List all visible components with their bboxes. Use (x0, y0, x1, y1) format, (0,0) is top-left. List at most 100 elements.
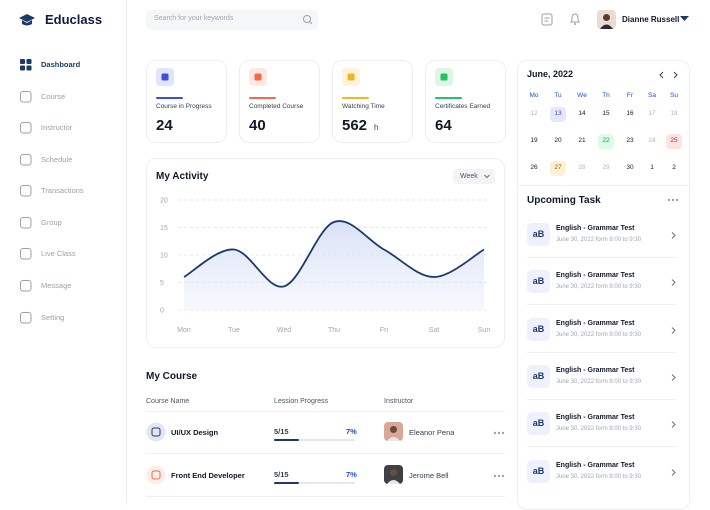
bell-icon[interactable] (569, 12, 581, 26)
period-label[interactable]: Week (460, 173, 478, 180)
task-badge: aB (532, 418, 545, 429)
calendar-nav[interactable] (659, 71, 681, 79)
menu-item[interactable]: Setting (41, 313, 65, 322)
day[interactable]: 26 (530, 164, 538, 171)
day[interactable]: 18 (670, 110, 678, 117)
course-percent: 7% (346, 427, 357, 436)
day[interactable]: 1 (650, 164, 654, 171)
y-tick-label: 10 (160, 253, 168, 260)
activity-chart: 0 5 10 15 20 Mon Tue Wed Thu Fri Sat Sun (160, 198, 490, 335)
task-badge: aB (532, 323, 545, 334)
task-badge: aB (532, 370, 545, 381)
day[interactable]: 15 (602, 110, 610, 117)
activity-line (183, 220, 485, 288)
task-divider (527, 398, 677, 400)
day[interactable]: 19 (530, 137, 538, 144)
x-tick-label: Fri (380, 327, 389, 334)
menu-item[interactable]: Transactions (41, 186, 84, 195)
task-chevron[interactable] (671, 421, 676, 429)
task-chevron[interactable] (671, 374, 676, 381)
task-chevron[interactable] (671, 232, 676, 239)
task-chevron[interactable] (671, 326, 676, 334)
day[interactable]: 29 (602, 164, 610, 171)
weekday: Mo (529, 92, 539, 99)
column-header: Lession Progress (274, 398, 329, 405)
task-menu[interactable] (667, 198, 679, 202)
user-caret[interactable] (680, 16, 689, 22)
day[interactable]: 14 (578, 110, 586, 117)
day[interactable]: 22 (602, 137, 610, 144)
logo-icon (19, 14, 35, 26)
menu-icon[interactable] (20, 122, 32, 134)
menu-item[interactable]: Message (41, 281, 72, 290)
course-name: Front End Developer (171, 471, 245, 480)
x-tick-label: Thu (328, 327, 340, 334)
x-tick-label: Sat (429, 327, 440, 334)
weekday: Sa (648, 92, 656, 99)
day[interactable]: 30 (626, 164, 634, 171)
activity-title: My Activity (156, 171, 209, 182)
day[interactable]: 27 (554, 164, 562, 171)
menu-icon[interactable] (20, 217, 32, 229)
user-name[interactable]: Dianne Russell (622, 15, 680, 24)
task-chevron[interactable] (671, 468, 676, 476)
menu-item[interactable]: Course (41, 92, 66, 101)
course-progress: 5/15 (274, 470, 289, 479)
task-badge-bg (527, 317, 550, 341)
weekday: We (577, 92, 587, 99)
day[interactable]: 2 (672, 164, 676, 171)
menu-icon[interactable] (20, 59, 32, 71)
day[interactable]: 24 (648, 137, 656, 144)
day[interactable]: 16 (626, 110, 634, 117)
task-divider (527, 304, 677, 306)
course-percent: 7% (346, 470, 357, 479)
task-badge-bg (527, 459, 550, 483)
menu-icon[interactable] (20, 280, 32, 292)
task-time: June 30, 2022 form 8:00 to 9:30 (556, 331, 642, 338)
stat-label: Watching Time (342, 103, 385, 110)
day[interactable]: 28 (578, 164, 586, 171)
stat-label: Certificates Earned (435, 103, 491, 110)
task-badge-bg (527, 223, 550, 246)
task-badge: aB (532, 276, 545, 287)
task-name[interactable]: English - Grammar Test (556, 272, 635, 280)
menu-item[interactable]: Instructor (41, 123, 73, 132)
day[interactable]: 12 (530, 110, 538, 117)
y-tick-label: 15 (160, 225, 168, 232)
menu-icon[interactable] (20, 154, 32, 166)
menu-item[interactable]: Dashboard (41, 60, 81, 69)
row-menu[interactable] (493, 431, 505, 435)
task-name[interactable]: English - Grammar Test (556, 319, 635, 327)
x-tick-label: Wed (277, 327, 291, 334)
task-name[interactable]: English - Grammar Test (556, 461, 635, 469)
task-divider (527, 446, 677, 448)
user-avatar[interactable] (597, 10, 616, 29)
search-box[interactable] (146, 10, 318, 30)
stat-unit: h (374, 123, 379, 132)
day[interactable]: 23 (626, 137, 634, 144)
notes-icon[interactable] (541, 13, 553, 26)
period-caret (484, 174, 490, 179)
task-name[interactable]: English - Grammar Test (556, 225, 635, 232)
day[interactable]: 21 (578, 137, 586, 144)
menu-item[interactable]: Schedule (41, 155, 73, 164)
menu-item[interactable]: Group (41, 218, 62, 227)
task-name[interactable]: English - Grammar Test (556, 366, 635, 374)
day[interactable]: 25 (670, 137, 678, 144)
menu-icon[interactable] (20, 185, 32, 197)
menu-item[interactable]: Live Class (41, 249, 76, 258)
period-select[interactable] (453, 169, 495, 184)
row-menu[interactable] (493, 474, 505, 478)
day[interactable]: 20 (554, 137, 562, 144)
task-chevron[interactable] (671, 279, 676, 287)
day[interactable]: 13 (554, 110, 562, 117)
stat-value: 40 (249, 117, 266, 134)
task-name[interactable]: English - Grammar Test (556, 414, 635, 422)
course-icon (146, 422, 166, 442)
menu-icon[interactable] (20, 91, 32, 103)
day[interactable]: 17 (648, 110, 656, 117)
menu-icon[interactable] (20, 248, 32, 260)
search-icon[interactable] (302, 14, 313, 25)
task-divider (527, 257, 677, 258)
menu-icon[interactable] (20, 312, 32, 324)
